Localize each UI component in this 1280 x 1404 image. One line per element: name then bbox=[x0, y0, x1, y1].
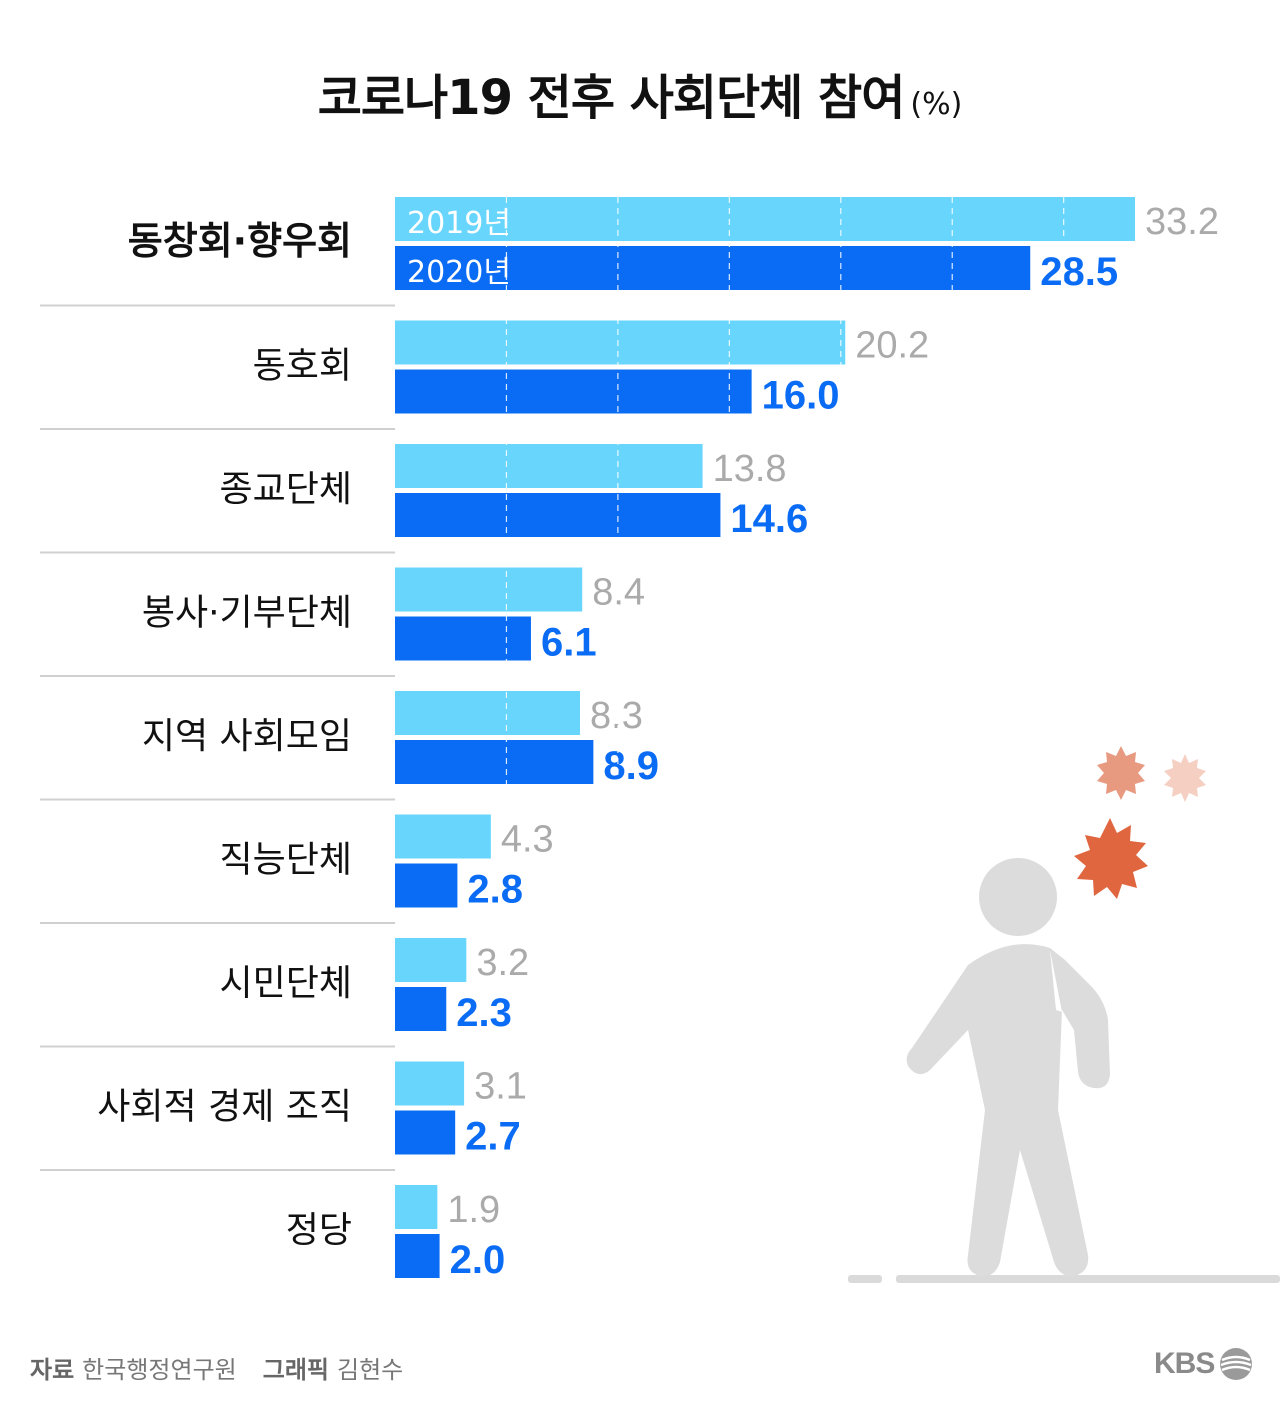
bar-2019 bbox=[395, 567, 583, 612]
graphic-label: 그래픽 bbox=[262, 1356, 329, 1384]
category-label: 동호회 bbox=[253, 346, 352, 387]
value-label-2020: 16.0 bbox=[762, 374, 840, 418]
bar-2019 bbox=[395, 1061, 465, 1106]
value-label-2020: 28.5 bbox=[1040, 250, 1118, 294]
virus-icon-large bbox=[1074, 818, 1148, 899]
value-label-2020: 2.0 bbox=[450, 1238, 506, 1282]
bar-2019 bbox=[395, 938, 467, 982]
virus-icon-medium bbox=[1097, 746, 1145, 800]
value-label-2020: 14.6 bbox=[730, 497, 808, 541]
legend-2019: 2019년 bbox=[407, 206, 511, 241]
value-label-2020: 2.7 bbox=[465, 1115, 521, 1159]
value-label-2019: 8.4 bbox=[592, 572, 645, 614]
value-label-2019: 20.2 bbox=[855, 325, 929, 367]
category-label: 봉사·기부단체 bbox=[142, 593, 352, 634]
source-text: 한국행정연구원 bbox=[82, 1356, 237, 1384]
category-label: 시민단체 bbox=[220, 963, 352, 1004]
bar-2019 bbox=[395, 814, 491, 859]
bar-2020 bbox=[395, 740, 594, 784]
bar-2020 bbox=[395, 369, 752, 414]
category-label: 종교단체 bbox=[220, 469, 352, 510]
title-unit: (%) bbox=[910, 87, 963, 122]
value-label-2020: 6.1 bbox=[541, 621, 597, 665]
category-label: 정당 bbox=[286, 1210, 352, 1251]
category-label: 동창회·향우회 bbox=[128, 219, 352, 263]
value-label-2019: 33.2 bbox=[1145, 201, 1219, 243]
logo-text: KBS bbox=[1154, 1347, 1215, 1380]
value-label-2019: 8.3 bbox=[590, 695, 643, 737]
source-label: 자료 bbox=[30, 1356, 75, 1384]
value-label-2019: 3.2 bbox=[476, 942, 529, 984]
title-text: 코로나19 전후 사회단체 참여 bbox=[317, 70, 906, 126]
bar-2019 bbox=[395, 691, 580, 735]
bar-2019 bbox=[395, 320, 846, 365]
value-label-2019: 3.1 bbox=[474, 1066, 527, 1108]
virus-icons bbox=[1074, 746, 1206, 899]
value-label-2019: 13.8 bbox=[713, 448, 787, 490]
virus-icon-small bbox=[1164, 754, 1206, 802]
bar-2019 bbox=[395, 444, 703, 488]
value-label-2019: 1.9 bbox=[447, 1189, 500, 1231]
category-label: 사회적 경제 조직 bbox=[97, 1087, 352, 1128]
value-label-2020: 2.3 bbox=[456, 991, 512, 1035]
bar-2020 bbox=[395, 987, 447, 1031]
chart-title: 코로나19 전후 사회단체 참여 (%) bbox=[0, 58, 1280, 128]
kbs-globe-icon bbox=[1220, 1348, 1253, 1380]
ground-line bbox=[848, 1275, 1280, 1283]
bar-2019 bbox=[395, 1185, 438, 1229]
walking-person-icon bbox=[906, 858, 1110, 1277]
bar-2020 bbox=[395, 246, 1031, 290]
bar-2020 bbox=[395, 1110, 456, 1155]
bar-2019 bbox=[395, 197, 1135, 241]
graphic-credit: 김현수 bbox=[336, 1356, 404, 1384]
value-label-2020: 8.9 bbox=[603, 744, 659, 788]
legend-2020: 2020년 bbox=[407, 255, 511, 290]
category-label: 지역 사회모임 bbox=[142, 716, 352, 757]
bar-2020 bbox=[395, 1234, 440, 1278]
bar-2020 bbox=[395, 863, 458, 908]
value-label-2019: 4.3 bbox=[501, 819, 554, 861]
value-label-2020: 2.8 bbox=[467, 868, 523, 912]
footer-credits: 자료 한국행정연구원 그래픽 김현수 bbox=[30, 1350, 403, 1385]
bar-2020 bbox=[395, 493, 721, 537]
category-label: 직능단체 bbox=[220, 840, 352, 881]
kbs-logo: KBS bbox=[1154, 1346, 1254, 1382]
bar-2020 bbox=[395, 616, 531, 661]
